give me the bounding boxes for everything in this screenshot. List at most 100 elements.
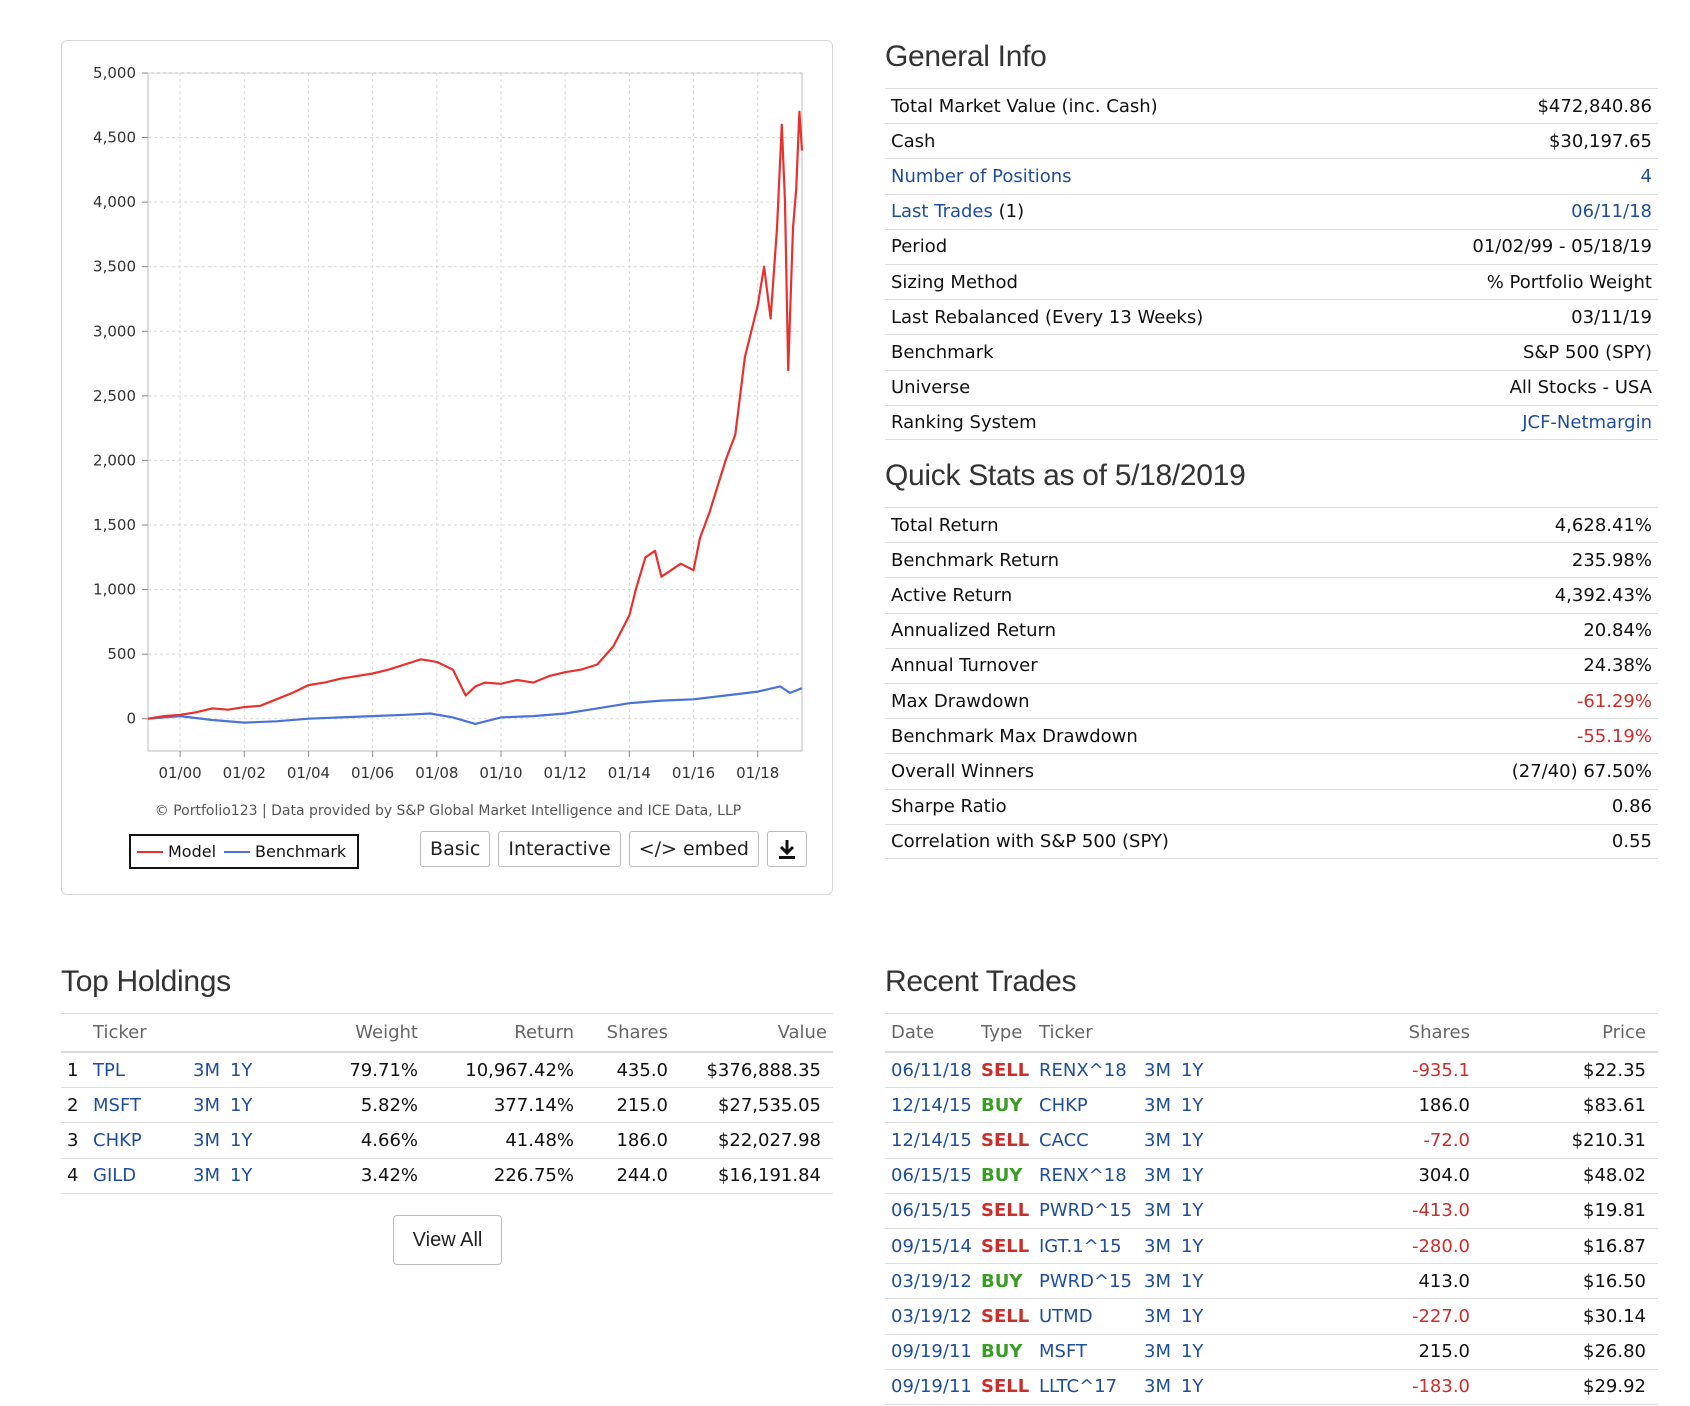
trade-date-link[interactable]: 03/19/12 — [891, 1305, 972, 1327]
trade-date-link[interactable]: 09/19/11 — [891, 1341, 972, 1363]
trade-1y-link[interactable]: 1Y — [1180, 1235, 1204, 1257]
trade-1y-link[interactable]: 1Y — [1180, 1376, 1204, 1398]
quick-stats-title: Quick Stats as of 5/18/2019 — [885, 459, 1246, 492]
trade-1y-link[interactable]: 1Y — [1180, 1059, 1204, 1081]
holding-1y-link[interactable]: 1Y — [229, 1165, 253, 1187]
trade-ticker-link[interactable]: PWRD^15 — [1039, 1270, 1133, 1292]
holding-ticker-link[interactable]: CHKP — [93, 1129, 142, 1151]
quick_stats-label-text: Annualized Return — [891, 620, 1056, 642]
holding-3m-link[interactable]: 3M — [193, 1094, 220, 1116]
general_info-label-text[interactable]: Number of Positions — [891, 165, 1072, 187]
holding-weight: 4.66% — [360, 1129, 418, 1151]
trades-header-ticker: Ticker — [1039, 1022, 1093, 1043]
x-tick-label: 01/14 — [608, 764, 651, 782]
chart-legend: Model Benchmark — [129, 834, 359, 869]
trade-ticker-link[interactable]: RENX^18 — [1039, 1165, 1127, 1187]
holding-rank: 3 — [67, 1129, 79, 1151]
general_info-label-text: Cash — [891, 130, 936, 152]
holding-3m-link[interactable]: 3M — [193, 1165, 220, 1187]
trade-ticker-link[interactable]: CACC — [1039, 1129, 1089, 1151]
trade-shares: -413.0 — [1411, 1200, 1470, 1222]
trade-1y-link[interactable]: 1Y — [1180, 1165, 1204, 1187]
recent-trades-title: Recent Trades — [885, 965, 1077, 998]
trade-1y-link[interactable]: 1Y — [1180, 1094, 1204, 1116]
holding-1y-link[interactable]: 1Y — [229, 1094, 253, 1116]
trade-1y-link[interactable]: 1Y — [1180, 1270, 1204, 1292]
download-button[interactable] — [767, 831, 807, 867]
trade-ticker-link[interactable]: RENX^18 — [1039, 1059, 1127, 1081]
trades-body: 06/11/18 SELL RENX^18 3M 1Y -935.1 $22.35 12/14… — [885, 1053, 1658, 1405]
holding-shares: 244.0 — [616, 1165, 668, 1187]
quick_stats-label: Correlation with S&P 500 (SPY) — [891, 831, 1169, 852]
trade-ticker-link[interactable]: UTMD — [1039, 1305, 1093, 1327]
interactive-button[interactable]: Interactive — [498, 831, 621, 867]
trade-3m-link[interactable]: 3M — [1144, 1235, 1171, 1257]
view-all-button[interactable]: View All — [393, 1215, 502, 1265]
performance-chart[interactable]: 5,000 4,500 4,000 3,500 3,000 2,500 2,000 1,500… — [62, 41, 834, 801]
quick_stats-row: Sharpe Ratio 0.86 — [885, 788, 1658, 824]
holding-ticker-link[interactable]: GILD — [93, 1165, 137, 1187]
general_info-label-text[interactable]: Last Trades — [891, 201, 993, 223]
trade-date-link[interactable]: 12/14/15 — [891, 1094, 972, 1116]
trade-3m-link[interactable]: 3M — [1144, 1341, 1171, 1363]
trade-3m-link[interactable]: 3M — [1144, 1059, 1171, 1081]
general_info-row: Sizing Method % Portfolio Weight — [885, 263, 1658, 299]
general_info-value[interactable]: 06/11/18 — [1571, 201, 1652, 223]
trades-header-price: Price — [1602, 1022, 1646, 1043]
holding-ticker-link[interactable]: TPL — [93, 1059, 125, 1081]
holding-1y-link[interactable]: 1Y — [229, 1059, 253, 1081]
general_info-label[interactable]: Last Trades (1) — [891, 201, 1024, 222]
trade-3m-link[interactable]: 3M — [1144, 1305, 1171, 1327]
top-holdings-title: Top Holdings — [61, 965, 231, 998]
trade-date-link[interactable]: 06/15/15 — [891, 1165, 972, 1187]
holding-row: 3 CHKP 3M 1Y 4.66% 41.48% 186.0 $22,027.98 — [61, 1123, 833, 1159]
y-tick-label: 5,000 — [93, 64, 136, 82]
holding-3m-link[interactable]: 3M — [193, 1059, 220, 1081]
trade-date-link[interactable]: 09/19/11 — [891, 1376, 972, 1398]
trade-ticker-link[interactable]: IGT.1^15 — [1039, 1235, 1122, 1257]
trade-3m-link[interactable]: 3M — [1144, 1376, 1171, 1398]
trade-periods: 3M 1Y — [1144, 1200, 1234, 1221]
trade-date-link[interactable]: 12/14/15 — [891, 1129, 972, 1151]
holding-3m-link[interactable]: 3M — [193, 1129, 220, 1151]
legend-model[interactable]: Model — [137, 842, 216, 861]
trade-3m-link[interactable]: 3M — [1144, 1129, 1171, 1151]
trade-periods: 3M 1Y — [1144, 1341, 1234, 1362]
trade-date-link[interactable]: 09/15/14 — [891, 1235, 972, 1257]
x-tick-label: 01/12 — [544, 764, 587, 782]
trade-3m-link[interactable]: 3M — [1144, 1094, 1171, 1116]
trade-date-link[interactable]: 06/15/15 — [891, 1200, 972, 1222]
holdings-header-ticker: Ticker — [93, 1022, 147, 1043]
trade-periods: 3M 1Y — [1144, 1306, 1234, 1327]
general_info-value[interactable]: 4 — [1640, 165, 1652, 187]
holding-ticker-link[interactable]: MSFT — [93, 1094, 141, 1116]
general_info-value: % Portfolio Weight — [1486, 271, 1652, 293]
quick_stats-label: Benchmark Max Drawdown — [891, 726, 1138, 747]
general_info-label[interactable]: Number of Positions — [891, 166, 1072, 187]
trade-ticker-link[interactable]: PWRD^15 — [1039, 1200, 1133, 1222]
quick_stats-value: (27/40) 67.50% — [1511, 760, 1652, 782]
trade-1y-link[interactable]: 1Y — [1180, 1129, 1204, 1151]
trade-ticker-link[interactable]: CHKP — [1039, 1094, 1088, 1116]
general_info-value[interactable]: JCF-Netmargin — [1522, 411, 1652, 433]
holding-1y-link[interactable]: 1Y — [229, 1129, 253, 1151]
y-tick-label: 1,500 — [93, 516, 136, 534]
trade-3m-link[interactable]: 3M — [1144, 1270, 1171, 1292]
recent-trades-table: Date Type Ticker Shares Price 06/11/18 SE… — [885, 1013, 1658, 1405]
trade-price: $48.02 — [1583, 1165, 1646, 1187]
holding-shares: 435.0 — [616, 1059, 668, 1081]
trade-date-link[interactable]: 03/19/12 — [891, 1270, 972, 1292]
trade-date-link[interactable]: 06/11/18 — [891, 1059, 972, 1081]
quick_stats-label-text: Overall Winners — [891, 760, 1035, 782]
trade-ticker-link[interactable]: MSFT — [1039, 1341, 1087, 1363]
trade-ticker-link[interactable]: LLTC^17 — [1039, 1376, 1118, 1398]
trade-1y-link[interactable]: 1Y — [1180, 1200, 1204, 1222]
trade-3m-link[interactable]: 3M — [1144, 1165, 1171, 1187]
trade-3m-link[interactable]: 3M — [1144, 1200, 1171, 1222]
trade-1y-link[interactable]: 1Y — [1180, 1341, 1204, 1363]
trade-1y-link[interactable]: 1Y — [1180, 1305, 1204, 1327]
embed-button[interactable]: </> embed — [628, 831, 759, 867]
basic-button[interactable]: Basic — [420, 831, 491, 867]
holdings-header-value: Value — [777, 1022, 827, 1043]
legend-benchmark[interactable]: Benchmark — [224, 842, 346, 861]
